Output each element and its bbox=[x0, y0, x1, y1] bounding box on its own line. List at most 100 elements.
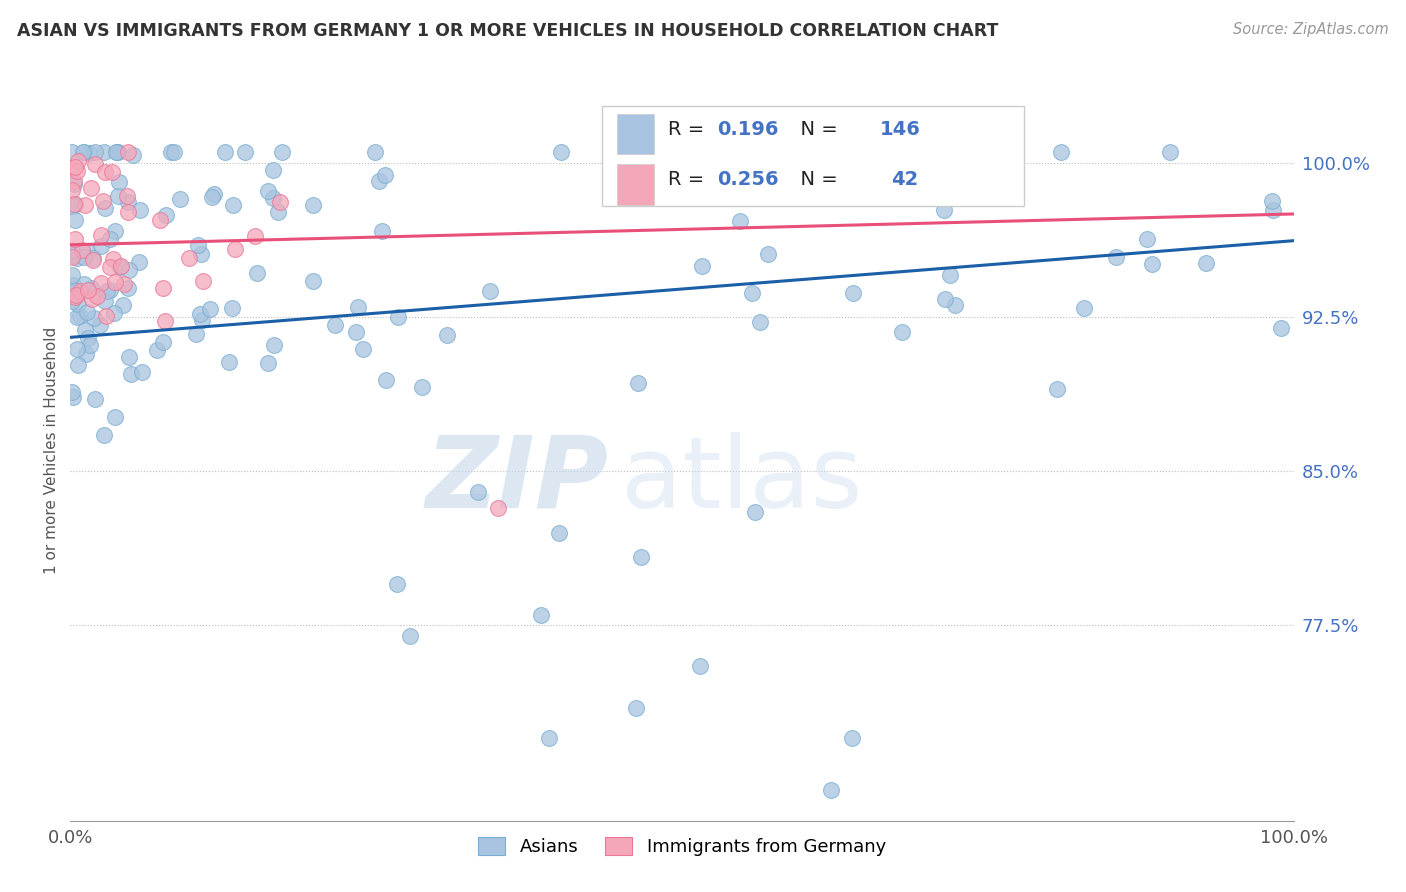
Point bbox=[741, 285, 763, 300]
Point bbox=[72, 145, 94, 160]
Point bbox=[1261, 203, 1284, 218]
Point bbox=[344, 325, 367, 339]
Y-axis label: 1 or more Vehicles in Household: 1 or more Vehicles in Household bbox=[44, 326, 59, 574]
Bar bbox=[617, 164, 654, 204]
Point bbox=[387, 310, 409, 325]
Point bbox=[530, 607, 553, 622]
Point bbox=[478, 285, 501, 299]
Point bbox=[90, 276, 112, 290]
Point bbox=[104, 275, 127, 289]
Point bbox=[98, 283, 121, 297]
Point bbox=[112, 277, 135, 291]
Point bbox=[75, 323, 97, 337]
Point bbox=[186, 326, 208, 341]
Point bbox=[467, 484, 489, 499]
Point bbox=[60, 268, 83, 282]
Point bbox=[62, 278, 84, 293]
Point bbox=[62, 199, 84, 213]
Point bbox=[1195, 256, 1218, 270]
Point bbox=[76, 305, 98, 319]
Point bbox=[728, 213, 751, 227]
Point bbox=[75, 347, 97, 361]
Point bbox=[90, 239, 112, 253]
Point bbox=[107, 145, 129, 160]
Point bbox=[387, 577, 409, 591]
Point bbox=[689, 659, 711, 673]
Point bbox=[263, 338, 285, 352]
Text: N =: N = bbox=[789, 170, 845, 189]
Point bbox=[221, 301, 243, 315]
Point bbox=[66, 297, 89, 311]
Point bbox=[117, 205, 139, 219]
Point bbox=[60, 250, 83, 264]
FancyBboxPatch shape bbox=[602, 106, 1025, 206]
Point bbox=[1136, 232, 1159, 246]
Point bbox=[60, 247, 83, 261]
Point bbox=[66, 342, 89, 356]
Point bbox=[73, 277, 96, 291]
Point bbox=[1261, 194, 1284, 209]
Point bbox=[66, 310, 89, 324]
Point bbox=[374, 168, 396, 182]
Point bbox=[202, 187, 225, 202]
Point bbox=[60, 244, 83, 259]
Point bbox=[1142, 256, 1164, 270]
Legend: Asians, Immigrants from Germany: Asians, Immigrants from Germany bbox=[471, 830, 893, 863]
Point bbox=[111, 298, 134, 312]
Text: R =: R = bbox=[668, 120, 711, 138]
Point bbox=[820, 782, 842, 797]
Point bbox=[1105, 250, 1128, 264]
Point bbox=[63, 290, 86, 304]
Text: N =: N = bbox=[789, 120, 845, 138]
Point bbox=[91, 194, 114, 209]
Point bbox=[191, 313, 214, 327]
Point bbox=[804, 145, 827, 160]
Point bbox=[77, 146, 100, 161]
Point bbox=[193, 274, 215, 288]
Point bbox=[163, 145, 186, 160]
Point bbox=[103, 306, 125, 320]
Point bbox=[66, 358, 89, 372]
Point bbox=[60, 183, 83, 197]
Point bbox=[1270, 320, 1292, 334]
Point bbox=[301, 198, 323, 212]
Point bbox=[128, 255, 150, 269]
Point bbox=[60, 145, 83, 160]
Point bbox=[94, 202, 117, 216]
Text: ZIP: ZIP bbox=[426, 432, 609, 529]
Point bbox=[90, 227, 112, 242]
Point bbox=[436, 328, 458, 343]
Point bbox=[75, 198, 97, 212]
Point bbox=[122, 148, 145, 162]
Point bbox=[63, 212, 86, 227]
Point bbox=[374, 373, 396, 387]
Point bbox=[80, 281, 103, 295]
Point bbox=[153, 314, 176, 328]
Point bbox=[62, 390, 84, 404]
Point bbox=[190, 247, 212, 261]
Point bbox=[222, 198, 245, 212]
Point bbox=[352, 342, 374, 356]
Point bbox=[62, 174, 84, 188]
Point bbox=[152, 334, 174, 349]
Point bbox=[323, 318, 346, 332]
Point bbox=[548, 525, 571, 540]
Point bbox=[218, 355, 240, 369]
Point bbox=[962, 158, 984, 172]
Point bbox=[118, 350, 141, 364]
Point bbox=[115, 189, 138, 203]
Point bbox=[89, 318, 111, 332]
Point bbox=[363, 145, 385, 160]
Point bbox=[302, 274, 325, 288]
Point bbox=[371, 224, 394, 238]
Point bbox=[235, 145, 257, 160]
Point bbox=[63, 197, 86, 211]
Point bbox=[83, 145, 105, 160]
Point bbox=[160, 145, 183, 160]
Point bbox=[398, 629, 420, 643]
Point bbox=[101, 252, 124, 267]
Point bbox=[262, 163, 284, 178]
Point bbox=[188, 307, 211, 321]
Point bbox=[63, 160, 86, 174]
Point bbox=[152, 281, 174, 295]
